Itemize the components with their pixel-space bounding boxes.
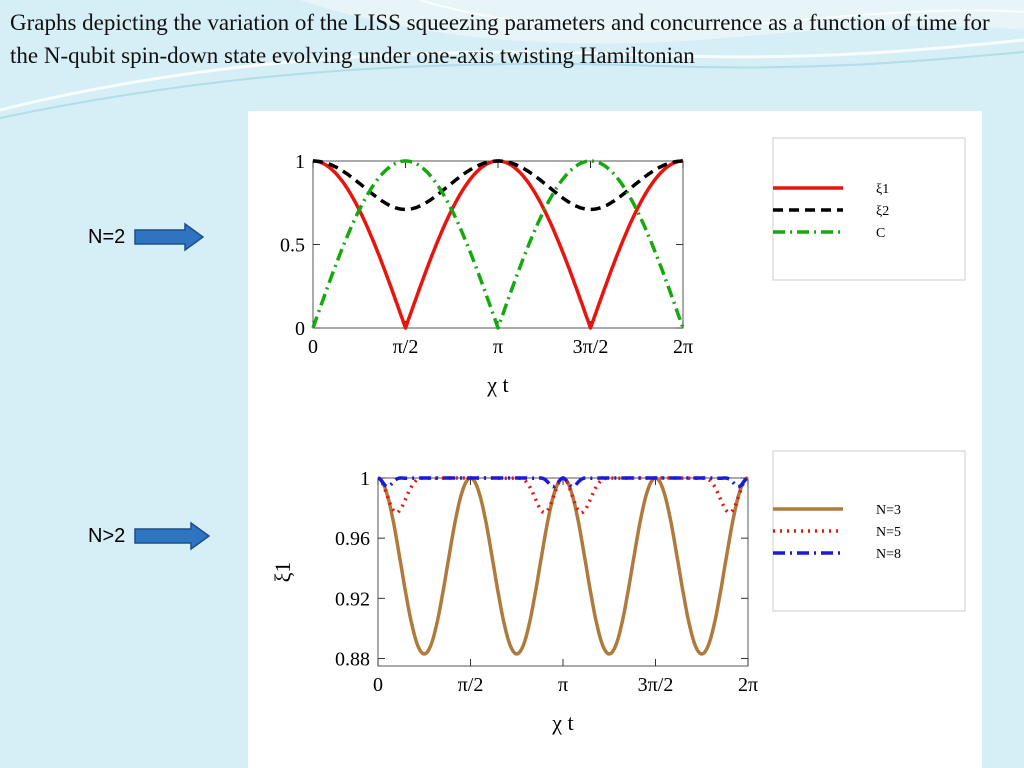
right-arrow-icon (134, 222, 205, 252)
slide-title: Graphs depicting the variation of the LI… (10, 10, 990, 68)
plot-panel: 0 0.5 1 0 π/2 π 3π/2 2π χ t ξ1 ξ2 C 0.88 0.92 0.96 1 0 π… (248, 111, 982, 768)
series-line-3 (377, 476, 749, 489)
x-tick-label: 3π/2 (573, 336, 609, 358)
x-tick-label: 2π (738, 674, 758, 696)
x-tick-label: π (493, 336, 503, 358)
legend-label-3: C (876, 226, 885, 241)
x-tick-label: 3π/2 (638, 674, 674, 696)
label-n2: N=2 (88, 225, 126, 248)
x-tick-label: π/2 (458, 674, 484, 696)
legend-label-1: N=3 (876, 503, 901, 518)
x-tick-label: 0 (308, 336, 318, 358)
chart-n-gt-2: 0.88 0.92 0.96 1 0 π/2 π 3π/2 2π χ t ξ1 N=3 N=5 N=8 (270, 450, 966, 735)
y-tick-label: 1 (360, 468, 370, 490)
legend-label-2: ξ2 (876, 204, 889, 219)
x-axis-label: χ t (486, 372, 508, 397)
legend-box (772, 450, 966, 612)
x-axis-label: χ t (551, 710, 573, 735)
right-arrow-icon (134, 521, 211, 551)
y-axis-label: ξ1 (270, 562, 295, 583)
y-tick-label: 0.5 (280, 235, 305, 257)
chart-n2: 0 0.5 1 0 π/2 π 3π/2 2π χ t ξ1 ξ2 C (280, 137, 966, 397)
y-tick-label: 0.88 (335, 648, 370, 670)
legend-label-3: N=8 (876, 547, 901, 562)
y-tick-label: 0.96 (335, 528, 370, 550)
y-tick-label: 1 (295, 151, 305, 173)
background-waves (0, 0, 1024, 119)
label-n2-row: N=2 (88, 222, 205, 252)
series-line-3 (311, 159, 685, 330)
x-tick-label: 2π (673, 336, 693, 358)
x-tick-label: 0 (373, 674, 383, 696)
legend-label-2: N=5 (876, 525, 901, 540)
series-line-2 (312, 159, 684, 212)
plot-frame (312, 160, 684, 329)
series-line-1 (377, 476, 749, 656)
x-tick-label: π (558, 674, 568, 696)
label-n-gt-2: N>2 (88, 524, 126, 547)
legend-label-1: ξ1 (876, 182, 889, 197)
label-n-gt-2-row: N>2 (88, 521, 211, 551)
y-tick-label: 0 (295, 318, 305, 340)
series-line-1 (312, 159, 684, 330)
y-tick-label: 0.92 (335, 588, 370, 610)
legend-box (772, 137, 966, 281)
x-tick-label: π/2 (393, 336, 419, 358)
